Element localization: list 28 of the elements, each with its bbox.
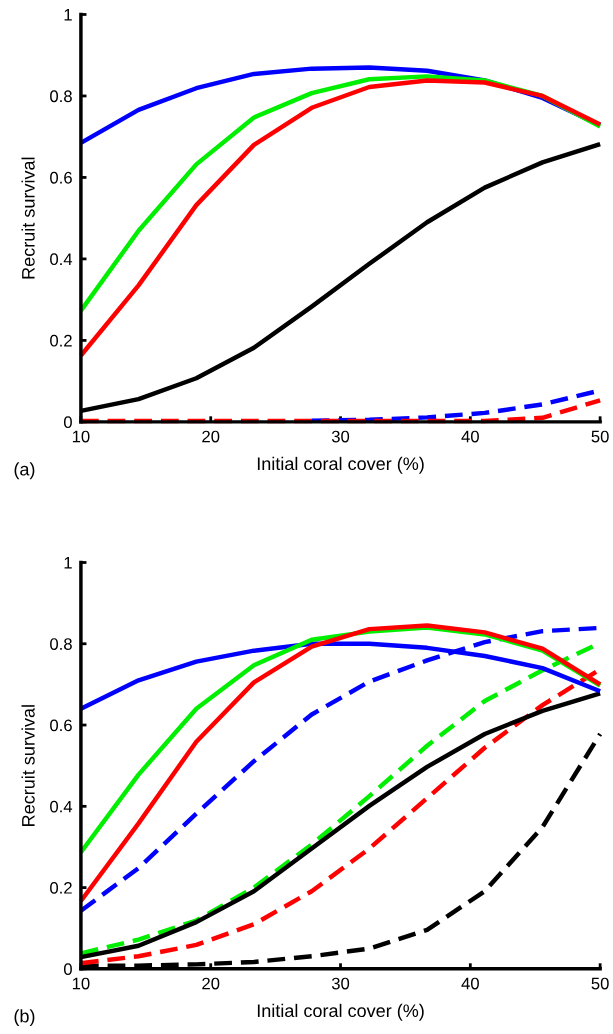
x-tick-label: 10 xyxy=(72,977,90,990)
x-tick-label: 50 xyxy=(591,430,609,443)
y-tick-label: 0.8 xyxy=(50,638,72,650)
y-tick-label: 0 xyxy=(63,963,72,976)
text: (a) xyxy=(14,462,35,480)
y-axis-title: Recruit survival xyxy=(21,705,35,826)
y-tick-label: 1 xyxy=(64,9,72,21)
x-tick-label: 40 xyxy=(461,430,479,443)
text: (b) xyxy=(14,1009,35,1027)
x-tick-label: 40 xyxy=(461,977,479,990)
x-tick-label: 30 xyxy=(331,430,350,443)
y-tick-label: 0.6 xyxy=(50,171,72,184)
y-tick-label: 0.2 xyxy=(50,334,72,347)
x-axis-title: Initial coral cover (%) xyxy=(257,1003,424,1021)
y-tick-label: 0.4 xyxy=(50,800,73,813)
y-tick-label: 1 xyxy=(64,557,72,569)
x-tick-label: 20 xyxy=(202,977,220,990)
y-tick-label: 0.2 xyxy=(50,881,72,894)
y-tick-label: 0.8 xyxy=(50,90,72,103)
x-tick-label: 10 xyxy=(72,430,90,443)
x-tick-label: 30 xyxy=(331,977,350,990)
x-tick-label: 50 xyxy=(591,977,609,990)
y-tick-label: 0.4 xyxy=(50,253,73,266)
x-axis-title: Initial coral cover (%) xyxy=(257,456,424,474)
y-tick-label: 0 xyxy=(63,416,72,429)
y-tick-label: 0.6 xyxy=(50,719,72,732)
y-axis-title: Recruit survival xyxy=(21,157,35,279)
x-tick-label: 20 xyxy=(202,430,220,443)
